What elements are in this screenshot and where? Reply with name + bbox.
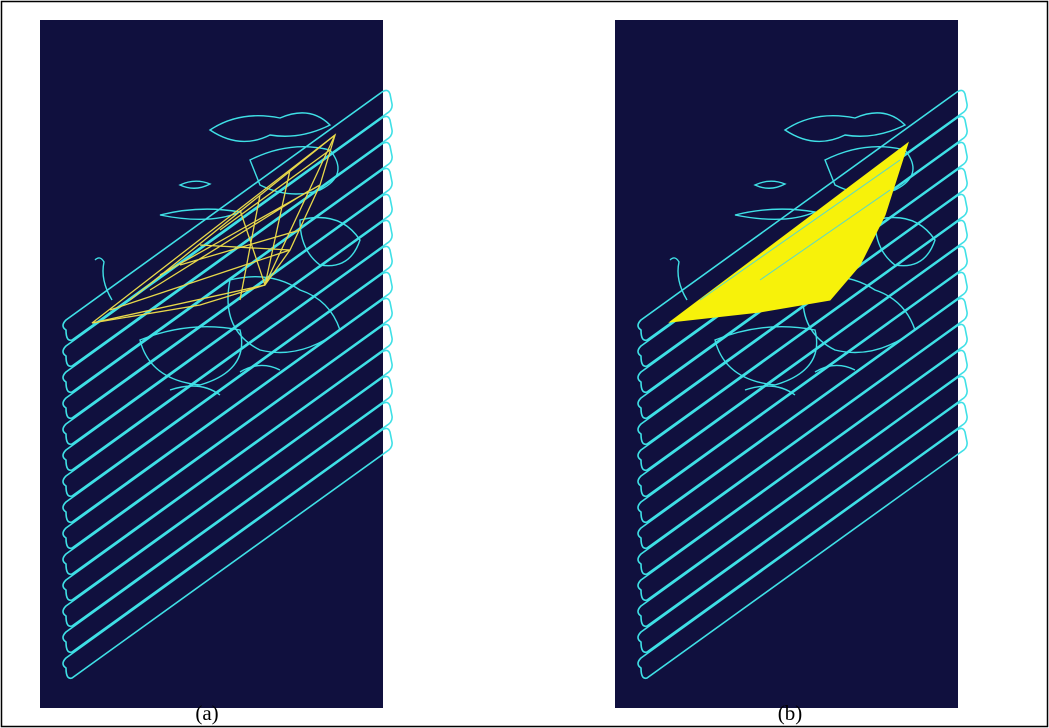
figure: (a) (b)	[0, 0, 1049, 728]
panel-a: (a)	[40, 20, 392, 725]
panel-b: (b)	[615, 20, 967, 725]
page: (a) (b) (() => { const data = JSON.parse…	[0, 0, 1049, 728]
caption: (a)	[195, 701, 218, 725]
panel-image	[615, 20, 958, 708]
caption: (b)	[778, 701, 803, 725]
panel-image	[40, 20, 383, 708]
